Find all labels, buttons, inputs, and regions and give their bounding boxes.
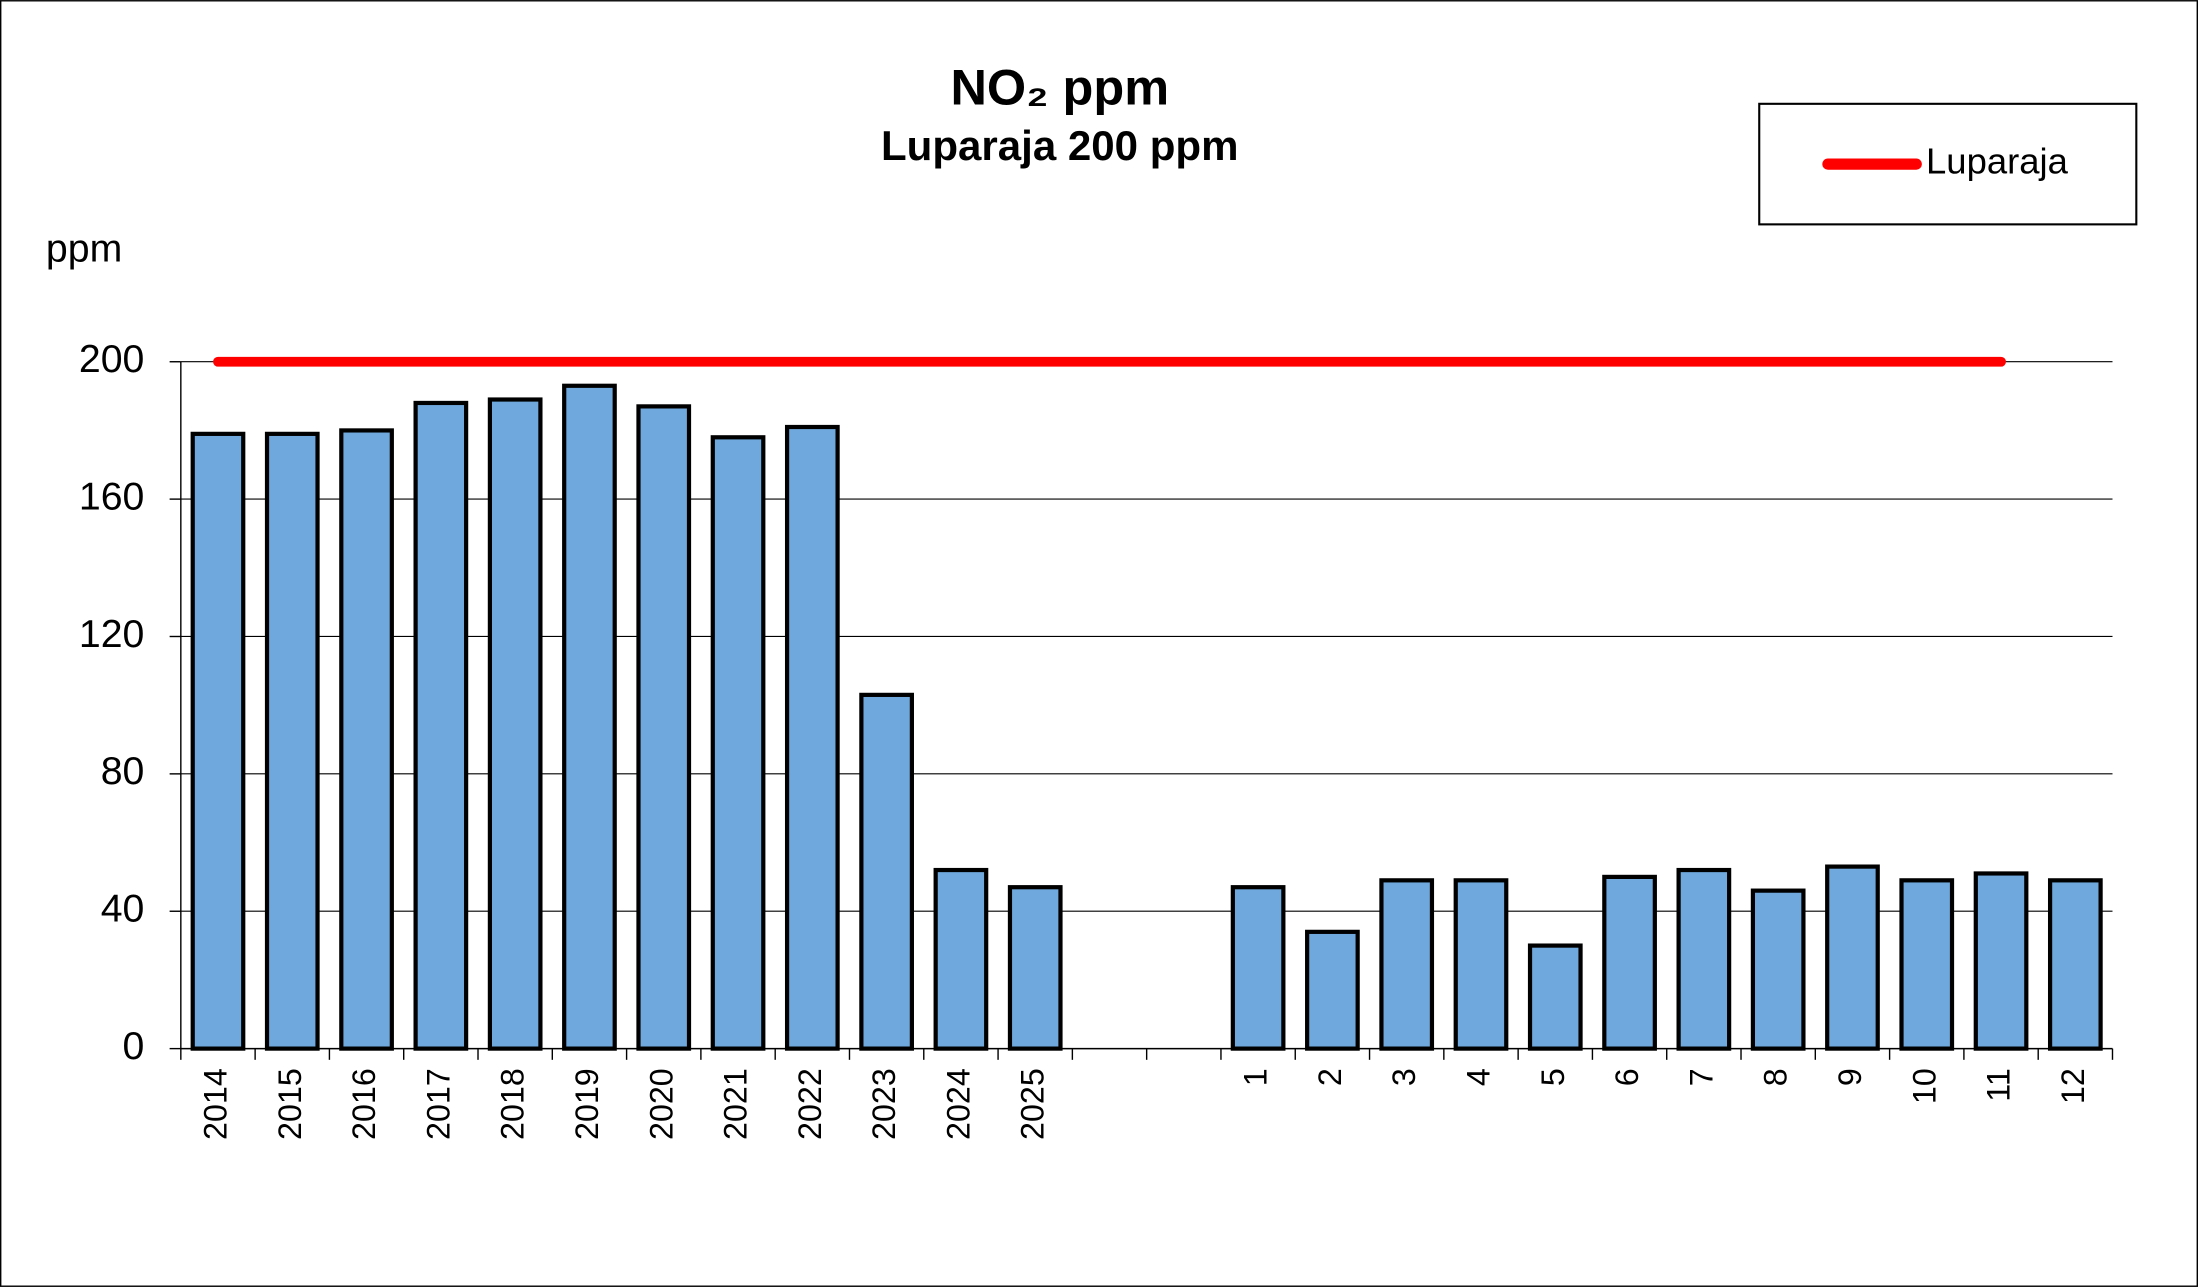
x-tick-label: 1 bbox=[1238, 1068, 1274, 1086]
x-tick-label: 2018 bbox=[495, 1068, 531, 1140]
bar bbox=[1676, 867, 1732, 1051]
bar bbox=[1453, 878, 1509, 1051]
y-tick-label: 80 bbox=[101, 749, 145, 793]
bar bbox=[1973, 871, 2029, 1051]
bar bbox=[264, 431, 320, 1051]
bar bbox=[190, 431, 246, 1051]
bar bbox=[1899, 878, 1955, 1051]
x-tick-label: 7 bbox=[1683, 1068, 1719, 1086]
bar bbox=[1305, 929, 1360, 1051]
legend-label: Luparaja bbox=[1926, 141, 2069, 182]
x-tick-label: 12 bbox=[2055, 1068, 2091, 1104]
bar bbox=[413, 400, 469, 1051]
bar bbox=[1230, 885, 1286, 1051]
x-tick-label: 6 bbox=[1609, 1068, 1645, 1086]
y-tick-label: 160 bbox=[79, 474, 145, 518]
bar bbox=[487, 397, 543, 1051]
x-tick-label: 2017 bbox=[420, 1068, 456, 1140]
x-tick-label: 8 bbox=[1758, 1068, 1794, 1086]
chart-title: NO₂ ppm bbox=[950, 59, 1169, 116]
bar bbox=[2047, 878, 2103, 1051]
bar bbox=[784, 424, 840, 1051]
bar bbox=[636, 404, 692, 1051]
x-tick-label: 4 bbox=[1461, 1068, 1497, 1086]
x-tick-label: 2015 bbox=[272, 1068, 308, 1140]
x-tick-label: 5 bbox=[1535, 1068, 1571, 1086]
y-tick-label: 120 bbox=[79, 612, 145, 656]
x-tick-label: 2019 bbox=[569, 1068, 605, 1140]
bar bbox=[933, 867, 989, 1051]
x-tick-label: 11 bbox=[1981, 1068, 2017, 1101]
bar bbox=[339, 428, 394, 1051]
legend-box bbox=[1758, 102, 2138, 226]
y-tick-label: 200 bbox=[79, 337, 145, 381]
x-tick-label: 2020 bbox=[643, 1068, 679, 1140]
x-tick-label: 2016 bbox=[346, 1068, 382, 1140]
bar bbox=[562, 383, 617, 1051]
x-tick-label: 2014 bbox=[197, 1068, 233, 1140]
bar bbox=[1007, 885, 1063, 1051]
x-tick-label: 2 bbox=[1312, 1068, 1348, 1086]
bar bbox=[1602, 874, 1657, 1051]
bar bbox=[1527, 943, 1583, 1051]
chart-subtitle: Luparaja 200 ppm bbox=[881, 122, 1239, 169]
y-tick-label: 40 bbox=[101, 887, 145, 931]
bar bbox=[1379, 878, 1435, 1051]
x-tick-label: 2021 bbox=[718, 1068, 754, 1140]
x-tick-label: 2025 bbox=[1015, 1068, 1051, 1140]
x-tick-label: 2023 bbox=[866, 1068, 902, 1140]
bar bbox=[710, 435, 766, 1051]
y-axis-label: ppm bbox=[46, 226, 122, 270]
bar bbox=[859, 692, 914, 1051]
x-tick-label: 3 bbox=[1386, 1068, 1422, 1086]
x-tick-label: 2024 bbox=[940, 1068, 976, 1140]
x-tick-label: 2022 bbox=[792, 1068, 828, 1140]
x-tick-label: 9 bbox=[1832, 1068, 1868, 1086]
bar bbox=[1750, 888, 1806, 1051]
bar bbox=[1825, 864, 1880, 1051]
x-tick-label: 10 bbox=[1906, 1068, 1942, 1104]
y-tick-label: 0 bbox=[123, 1024, 145, 1068]
